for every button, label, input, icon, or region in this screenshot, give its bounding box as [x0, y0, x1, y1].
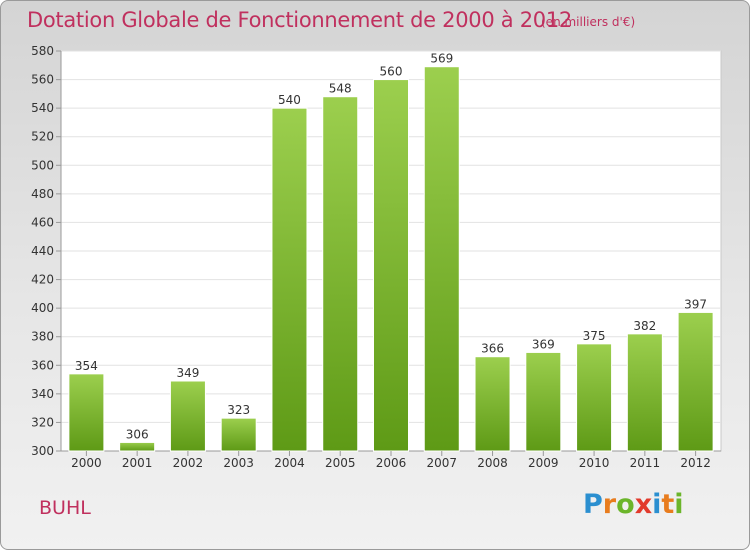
x-tick-label-2005: 2005	[325, 456, 356, 470]
data-label-2002: 349	[176, 366, 199, 380]
chart-subtitle: (en milliers d'€)	[541, 15, 636, 29]
data-label-2007: 569	[430, 52, 453, 66]
x-tick-label-2010: 2010	[579, 456, 610, 470]
y-tick-label: 520	[31, 130, 54, 144]
data-label-2009: 369	[532, 337, 555, 351]
bar-2000	[68, 373, 105, 452]
x-tick-label-2006: 2006	[376, 456, 407, 470]
y-tick-label: 440	[31, 244, 54, 258]
bar-2007	[423, 66, 460, 452]
data-label-2011: 382	[633, 319, 656, 333]
logo-letter: r	[602, 489, 617, 520]
data-label-2012: 397	[684, 297, 707, 311]
bar-2008	[474, 356, 511, 452]
x-tick-label-2012: 2012	[680, 456, 711, 470]
bar-2012	[677, 311, 714, 452]
chart-title: Dotation Globale de Fonctionnement de 20…	[27, 8, 572, 32]
bar-2003	[220, 417, 257, 452]
y-tick-label: 420	[31, 273, 54, 287]
x-tick-label-2000: 2000	[71, 456, 102, 470]
proxiti-logo[interactable]: Proxiti	[583, 489, 684, 520]
y-tick-label: 340	[31, 387, 54, 401]
y-tick-label: 380	[31, 330, 54, 344]
commune-name: BUHL	[39, 497, 91, 519]
x-tick-label-2002: 2002	[173, 456, 204, 470]
y-tick-label: 320	[31, 415, 54, 429]
data-label-2003: 323	[227, 403, 250, 417]
y-tick-label: 480	[31, 187, 54, 201]
x-tick-label-2009: 2009	[528, 456, 559, 470]
x-tick-label-2007: 2007	[426, 456, 457, 470]
bar-2002	[169, 380, 206, 452]
data-label-2010: 375	[583, 329, 606, 343]
y-tick-label: 400	[31, 301, 54, 315]
data-label-2008: 366	[481, 342, 504, 356]
bar-2010	[576, 343, 613, 452]
logo-letter: t	[661, 489, 675, 520]
y-tick-label: 300	[31, 444, 54, 458]
data-label-2001: 306	[126, 427, 149, 441]
y-tick-label: 500	[31, 158, 54, 172]
x-tick-label-2008: 2008	[477, 456, 508, 470]
bar-2011	[626, 333, 663, 452]
bar-2005	[322, 96, 359, 452]
y-tick-label: 540	[31, 101, 54, 115]
y-tick-label: 580	[31, 44, 54, 58]
bar-2006	[373, 79, 409, 452]
logo-letter: i	[674, 489, 684, 520]
x-tick-label-2003: 2003	[223, 456, 254, 470]
y-tick-label: 560	[31, 73, 54, 87]
x-tick-label-2001: 2001	[122, 456, 153, 470]
bar-2001	[119, 441, 156, 452]
data-label-2006: 560	[380, 65, 403, 79]
data-label-2005: 548	[329, 82, 352, 96]
x-tick-label-2004: 2004	[274, 456, 305, 470]
bar-2004	[271, 107, 308, 452]
logo-letter: i	[652, 489, 662, 520]
data-label-2000: 354	[75, 359, 98, 373]
x-tick-label-2011: 2011	[630, 456, 661, 470]
y-tick-label: 460	[31, 215, 54, 229]
logo-letter: P	[583, 489, 603, 520]
logo-letter: x	[634, 489, 653, 520]
data-label-2004: 540	[278, 93, 301, 107]
logo-letter: o	[616, 489, 635, 520]
y-tick-label: 360	[31, 358, 54, 372]
bar-2009	[525, 351, 562, 452]
